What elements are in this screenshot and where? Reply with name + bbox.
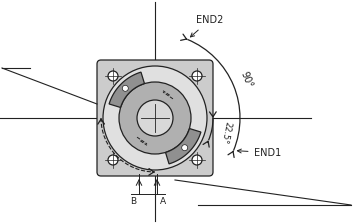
Circle shape [103,66,207,170]
Text: 22.5°: 22.5° [219,120,232,144]
Circle shape [137,100,173,136]
Circle shape [108,155,118,165]
Text: A: A [160,197,166,206]
Text: END1: END1 [237,148,281,157]
Text: END2: END2 [190,15,223,37]
Text: B: B [130,197,136,206]
Polygon shape [166,128,201,164]
Text: 90°: 90° [239,70,254,90]
Circle shape [122,85,128,91]
Circle shape [192,71,202,81]
Polygon shape [109,72,144,107]
Circle shape [192,155,202,165]
Circle shape [182,145,188,151]
Circle shape [108,71,118,81]
FancyBboxPatch shape [97,60,213,176]
Circle shape [119,82,191,154]
